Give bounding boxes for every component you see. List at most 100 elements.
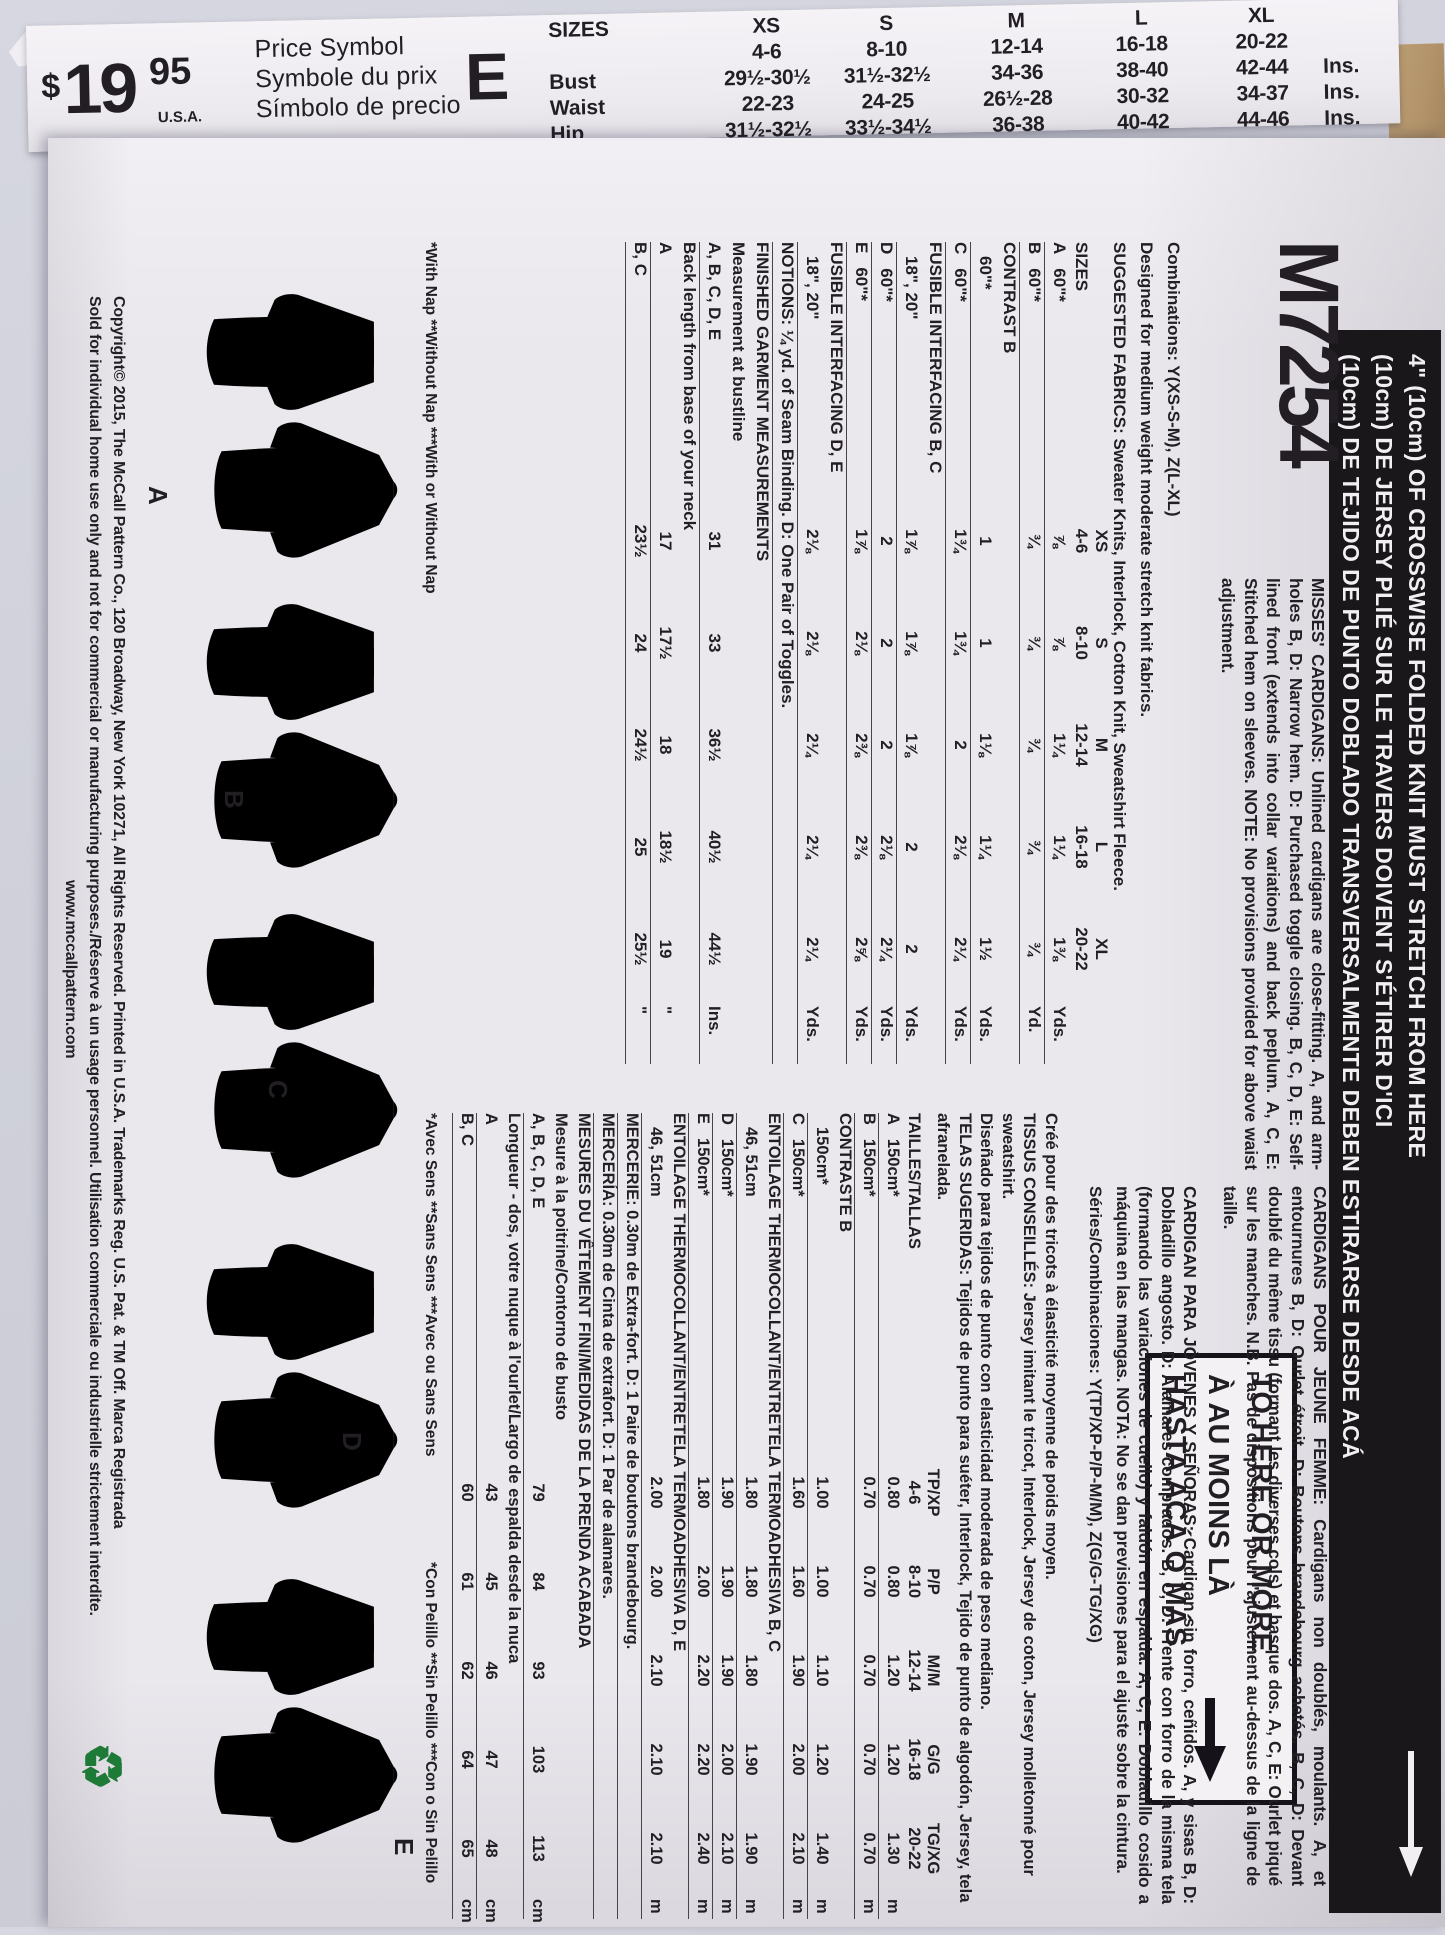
row-label: B 150cm* [859, 1113, 878, 1448]
table-row: 46, 51cm 2.00 2.00 2.10 2.10 2.10 m [641, 1113, 665, 1919]
yardage-value: ⅞ [1050, 635, 1069, 651]
table-header-label: SIZES [1072, 242, 1091, 292]
footnote-nap-french: *Avec Sens **Sans Sens ***Avec ou Sans S… [422, 1113, 439, 1457]
fabric-width: 150cm* [813, 1127, 831, 1185]
flap-sizes-xs: 4-6 [751, 40, 782, 64]
table-row: B 60"* ¾ ¾ ¾ ¾ ¾ Yd. [1019, 242, 1044, 1064]
section-label: MERCERIE: 0.30m de Extra-fort. D: 1 Pair… [623, 1113, 641, 1650]
yardage-value: 2.10 [718, 1832, 736, 1865]
view-group-c [147, 893, 413, 1203]
yardage-value: 1.00 [813, 1476, 831, 1509]
flap-sizes-xl: 20-22 [1235, 29, 1288, 54]
yardage-value: 1⅞ [852, 529, 871, 553]
yardage-value: 1.20 [884, 1743, 902, 1776]
size-code: TP/XP [924, 1468, 942, 1517]
yardage-value: ¾ [1025, 533, 1044, 549]
row-label: B, C [630, 242, 650, 490]
yardage-value: 2.00 [789, 1743, 807, 1776]
yardage-value: 113 [529, 1835, 547, 1862]
table-section-subhead: Measurement at bustline [724, 242, 748, 1064]
flap-code-xs: XS [752, 14, 781, 38]
size-range: 12-14 [905, 1649, 923, 1692]
view-letter-d: D [337, 1432, 367, 1451]
flap-bust-xs: 29½-30½ [723, 65, 811, 91]
row-label: B 60"* [1024, 242, 1044, 490]
imperial-yardage-table: SIZES XS 4-6 S 8-10 M 12-14 L 16-18 XL 20-22 A60"* ⅞… [625, 242, 1111, 1064]
yardage-value: ¾ [1025, 839, 1044, 855]
yardage-value: 103 [529, 1745, 547, 1774]
size-code: M/M [924, 1654, 942, 1687]
size-column-header: S 8-10 [1071, 592, 1111, 694]
designed-for-line: Designed for medium weight moderate stre… [1137, 242, 1156, 718]
section-label: Mesure à la poitrine/Contorno de busto [552, 1113, 570, 1421]
yardage-value: 23½ [631, 524, 650, 558]
yardage-value: 2⅛ [803, 529, 822, 553]
yardage-value: 60 [458, 1483, 476, 1502]
cardigan-front-sketch [214, 1372, 398, 1508]
suggested-fabrics-line: SUGGESTED FABRICS: Sweater Knits, Interl… [1110, 242, 1129, 891]
fabric-note-es-1: Diseñado para tejidos de punto con elast… [977, 1113, 996, 1710]
flap-bust-xl: 42-44 [1235, 55, 1289, 80]
yardage-value: 1.80 [742, 1565, 760, 1598]
metric-yardage-table: TAILLES/TALLAS TP/XP 4-6 P/P 8-10 M/M 12-14 G/G… [452, 1113, 942, 1923]
size-code: S [1092, 637, 1111, 649]
table-row: C 60"* 1¾ 1¾ 2 2⅛ 2¼ Yds. [945, 242, 970, 1064]
view-letter-c: C [263, 1080, 293, 1099]
unit-label: m [718, 1899, 736, 1914]
table-section-head: ENTOILAGE THERMOCOLLANT/ENTRETELA TERMOA… [665, 1113, 688, 1919]
size-column-header: XL 20-22 [1071, 898, 1111, 1000]
price-symbol-label-fr: Symbole du prix [254, 61, 438, 94]
yardage-value: 1.60 [789, 1565, 807, 1598]
yardage-value: ¾ [1025, 941, 1044, 957]
yardage-value: 44½ [705, 932, 724, 966]
yardage-value: 0.70 [860, 1743, 878, 1776]
yardage-value: 24 [631, 633, 650, 653]
view-letters: A, B, C, D, E [529, 1113, 547, 1209]
flap-bust-l: 38-40 [1115, 58, 1169, 83]
size-column-header: TG/XG 20-22 [904, 1804, 942, 1893]
size-code: P/P [924, 1568, 942, 1595]
flap-row-label-waist: Waist [549, 95, 606, 121]
table-row: A, B, C, D, E 79 84 93 103 113 cm [523, 1113, 547, 1923]
section-label: Measurement at bustline [729, 242, 748, 442]
size-code: XL [1092, 938, 1111, 960]
size-range: 16-18 [905, 1738, 923, 1781]
unit-label: Yds. [976, 1006, 995, 1042]
flap-waist-xl: 34-37 [1236, 81, 1290, 106]
size-code: L [1092, 841, 1111, 853]
row-label: 18", 20" [802, 242, 822, 490]
yardage-value: 1.90 [789, 1654, 807, 1687]
description-spanish: CARDIGAN PARA JÓVENES Y SEÑORAS: Cardiga… [1112, 1186, 1200, 1904]
yardage-value: 2.00 [647, 1476, 665, 1509]
row-label: E 60"* [851, 242, 871, 490]
fabric-width: 150cm* [694, 1138, 712, 1196]
yardage-value: 1.60 [789, 1476, 807, 1509]
table-section-head: FINISHED GARMENT MEASUREMENTS [748, 242, 772, 1064]
table-section-subhead: Longueur - dos, votre nuque à l'ourlet/L… [500, 1113, 523, 1919]
yardage-value: 1⅛ [976, 733, 995, 757]
yardage-value: 1⅜ [1050, 937, 1069, 961]
yardage-value: ¾ [1025, 737, 1044, 753]
row-label: 18", 20" [901, 242, 921, 490]
yardage-value: 2.10 [647, 1654, 665, 1687]
yardage-value: 1½ [976, 937, 995, 961]
yardage-value: 2 [877, 536, 896, 546]
table-section-note: MERCERIE: 0.30m de Extra-fort. D: 1 Pair… [617, 1113, 641, 1919]
table-section-head: FUSIBLE INTERFACING D, E [822, 242, 846, 1064]
section-label: ENTOILAGE THERMOCOLLANT/ENTRETELA TERMOA… [670, 1113, 688, 1652]
size-range: 20-22 [1072, 927, 1091, 971]
flap-waist-l: 30-32 [1116, 84, 1170, 109]
yardage-value: 79 [529, 1483, 547, 1502]
view-letters: B [1025, 242, 1044, 255]
view-letters: E [852, 242, 871, 254]
fabric-width: 60"* [951, 268, 970, 302]
flap-sizes-l: 16-18 [1115, 32, 1168, 57]
yardage-value: 2.10 [647, 1743, 665, 1776]
unit-label: cm [458, 1899, 476, 1923]
row-label: C 60"* [950, 242, 970, 490]
row-label: B, C [457, 1113, 476, 1448]
yardage-value: 1 [976, 638, 995, 648]
size-column-header: L 16-18 [1071, 796, 1111, 898]
view-letters: C [789, 1113, 807, 1125]
size-code: G/G [924, 1744, 942, 1775]
